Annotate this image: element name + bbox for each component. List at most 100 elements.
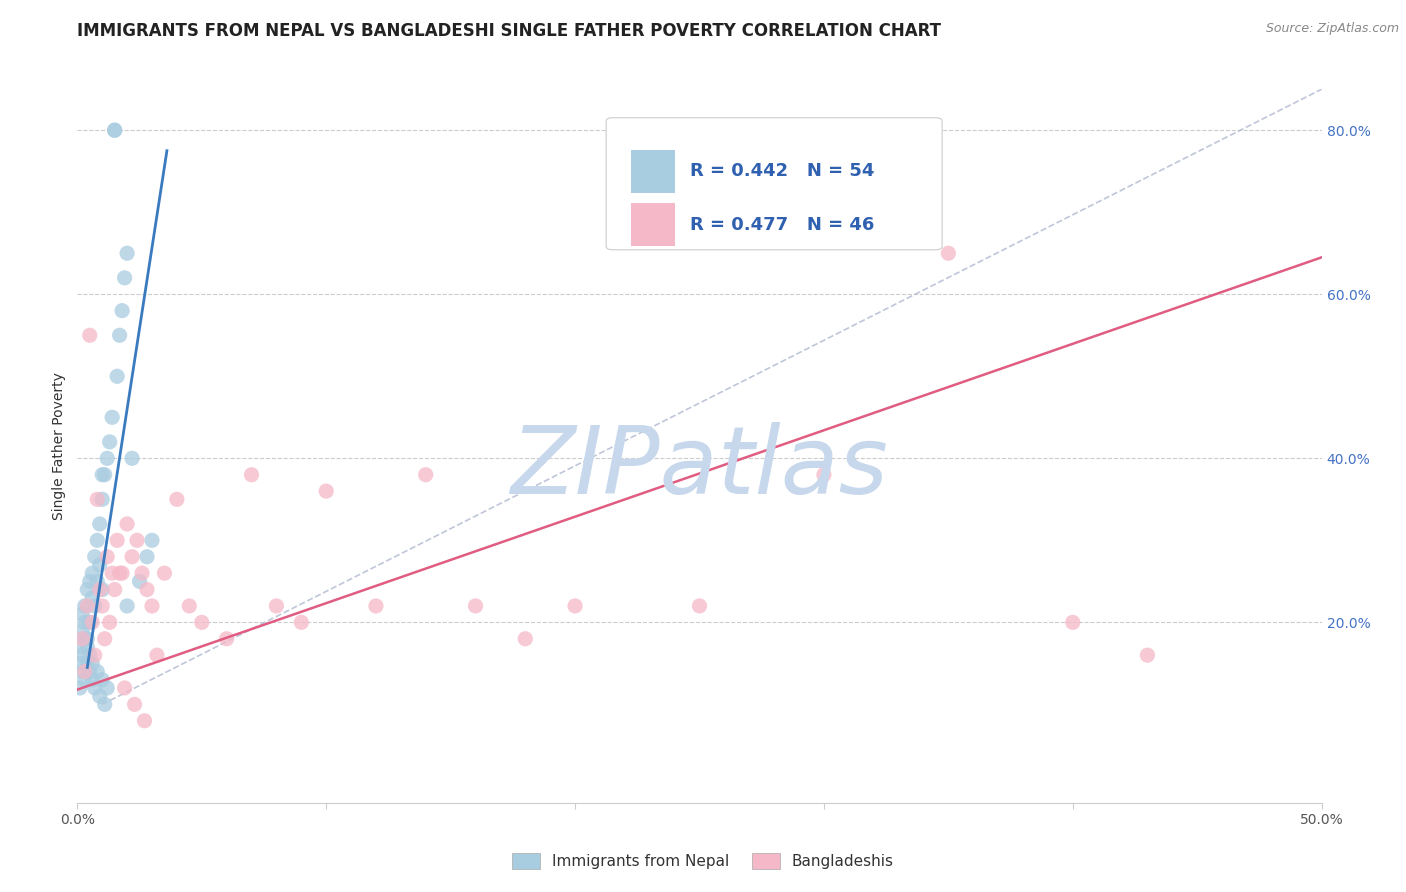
Point	[82, 657, 104, 671]
Point	[86, 574, 108, 589]
Point	[89, 689, 111, 703]
Point	[93, 467, 115, 482]
Point	[79, 328, 101, 343]
Point	[72, 607, 94, 622]
Point	[101, 410, 124, 425]
Point	[73, 673, 96, 687]
Point	[91, 467, 114, 482]
Point	[76, 657, 98, 671]
Point	[114, 270, 136, 285]
Point	[89, 516, 111, 531]
FancyBboxPatch shape	[606, 118, 942, 250]
Point	[73, 615, 96, 630]
Point	[76, 632, 98, 646]
Point	[83, 549, 105, 564]
Point	[215, 632, 238, 646]
Point	[98, 434, 121, 449]
Point	[136, 549, 159, 564]
Point	[69, 657, 91, 671]
Point	[76, 582, 98, 597]
Point	[105, 369, 128, 384]
Point	[564, 599, 586, 613]
Point	[73, 599, 96, 613]
Point	[166, 492, 188, 507]
Point	[69, 640, 91, 654]
Y-axis label: Single Father Poverty: Single Father Poverty	[52, 372, 66, 520]
Point	[98, 615, 121, 630]
Point	[1062, 615, 1084, 630]
Point	[91, 582, 114, 597]
Bar	[631, 203, 675, 246]
Point	[141, 599, 163, 613]
Point	[108, 566, 131, 581]
Point	[108, 328, 131, 343]
Point	[86, 665, 108, 679]
Point	[69, 681, 91, 695]
Point	[146, 648, 169, 662]
Text: R = 0.442   N = 54: R = 0.442 N = 54	[689, 162, 875, 180]
Text: R = 0.477   N = 46: R = 0.477 N = 46	[689, 216, 875, 234]
Text: ZIPatlas: ZIPatlas	[510, 422, 889, 513]
Point	[364, 599, 387, 613]
Point	[689, 599, 711, 613]
Text: Source: ZipAtlas.com: Source: ZipAtlas.com	[1265, 22, 1399, 36]
Point	[464, 599, 486, 613]
Point	[93, 698, 115, 712]
Point	[86, 533, 108, 548]
Point	[76, 640, 98, 654]
Point	[115, 246, 138, 260]
Point	[290, 615, 312, 630]
Point	[82, 615, 104, 630]
Point	[266, 599, 288, 613]
Point	[79, 615, 101, 630]
Point	[153, 566, 176, 581]
Point	[79, 574, 101, 589]
Point	[315, 484, 337, 499]
Point	[813, 467, 835, 482]
Point	[179, 599, 201, 613]
Point	[72, 665, 94, 679]
Point	[111, 303, 134, 318]
Point	[415, 467, 437, 482]
Point	[104, 582, 127, 597]
Point	[73, 665, 96, 679]
Point	[82, 591, 104, 605]
Point	[134, 714, 156, 728]
Point	[141, 533, 163, 548]
Point	[89, 582, 111, 597]
Point	[125, 533, 148, 548]
Point	[73, 632, 96, 646]
Point	[114, 681, 136, 695]
Point	[89, 558, 111, 572]
Point	[136, 582, 159, 597]
Point	[72, 648, 94, 662]
Point	[240, 467, 263, 482]
Point	[72, 632, 94, 646]
Point	[82, 673, 104, 687]
Point	[101, 566, 124, 581]
Point	[105, 533, 128, 548]
Point	[191, 615, 214, 630]
Point	[104, 123, 127, 137]
Point	[96, 549, 118, 564]
Point	[121, 549, 143, 564]
Point	[91, 492, 114, 507]
Point	[131, 566, 153, 581]
Point	[515, 632, 537, 646]
Point	[79, 665, 101, 679]
Point	[91, 599, 114, 613]
Point	[79, 648, 101, 662]
Point	[72, 624, 94, 638]
Point	[83, 681, 105, 695]
Point	[1136, 648, 1159, 662]
Point	[83, 599, 105, 613]
Point	[128, 574, 150, 589]
Point	[124, 698, 146, 712]
Point	[115, 599, 138, 613]
Point	[93, 632, 115, 646]
Point	[121, 451, 143, 466]
Point	[83, 648, 105, 662]
Point	[76, 599, 98, 613]
Point	[91, 673, 114, 687]
Bar	[631, 150, 675, 193]
